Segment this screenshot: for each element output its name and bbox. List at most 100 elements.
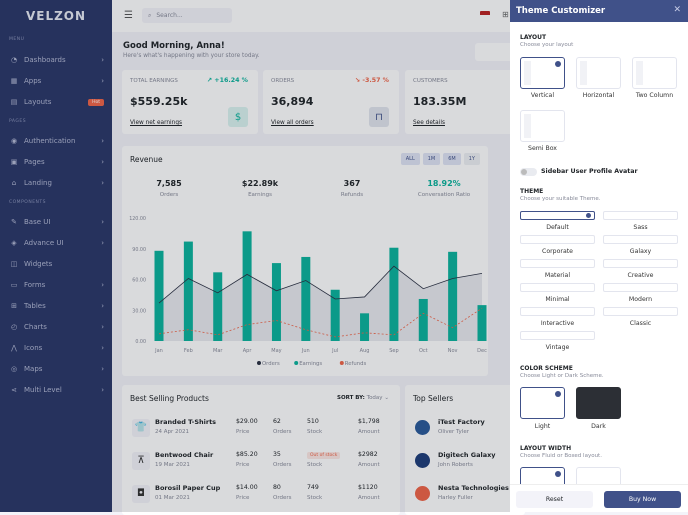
sidebar-item-landing[interactable]: ⌂ Landing › xyxy=(11,179,104,187)
stat-link[interactable]: See details xyxy=(413,120,445,126)
theme-galaxy-option[interactable] xyxy=(603,235,678,244)
sidebar-item-multi-level[interactable]: ⋖ Multi Level › xyxy=(11,386,104,394)
sidebar-item-charts[interactable]: ◴ Charts › xyxy=(10,323,104,331)
layout-width-subtitle: Choose Fluid or Boxed layout. xyxy=(520,453,602,459)
sidebar-item-tables[interactable]: ⊞ Tables › xyxy=(11,302,104,310)
theme-option-label: Creative xyxy=(627,272,654,279)
orders-area xyxy=(159,266,482,341)
us-flag-icon[interactable] xyxy=(480,11,490,19)
seller-row[interactable]: Digitech Galaxy John Roberts xyxy=(413,448,523,476)
hot-badge: Hot xyxy=(88,98,104,106)
dashboard-icon: ◔ xyxy=(10,56,18,64)
product-row[interactable]: ⊼ Bentwood Chair 19 Mar 2021 $85.20 Pric… xyxy=(130,448,395,476)
stat-link[interactable]: View net earnings xyxy=(130,120,183,126)
layout-option-label: Semi Box xyxy=(528,145,557,152)
legend-label: Orders xyxy=(262,361,280,367)
filter-6m-button[interactable]: 6M xyxy=(443,153,461,165)
theme-corporate-option[interactable] xyxy=(520,235,595,244)
chair-icon: ⊼ xyxy=(132,452,150,470)
sidebar-item-forms[interactable]: ▭ Forms › xyxy=(10,281,104,289)
theme-option-label: Interactive xyxy=(540,320,575,327)
layout-semi-box-option[interactable] xyxy=(520,110,565,142)
seller-row[interactable]: Nesta Technologies Harley Fuller xyxy=(413,481,523,509)
scheme-light-label: Light xyxy=(534,423,551,430)
theme-material-option[interactable] xyxy=(520,259,595,268)
layout-width-title: LAYOUT WIDTH xyxy=(520,445,572,452)
layout-subtitle: Choose your layout xyxy=(520,42,574,48)
user-circle-icon: ◉ xyxy=(10,137,18,145)
theme-minimal-option[interactable] xyxy=(520,283,595,292)
reset-button[interactable]: Reset xyxy=(516,491,593,508)
earnings-bar xyxy=(389,247,399,341)
legend-marker xyxy=(257,361,261,365)
filter-1m-button[interactable]: 1M xyxy=(422,153,441,165)
earnings-bar xyxy=(301,256,311,341)
x-tick-label: Apr xyxy=(243,348,253,354)
layout-title: LAYOUT xyxy=(520,34,547,41)
theme-creative-option[interactable] xyxy=(603,259,678,268)
logo: VELZON xyxy=(25,9,87,23)
y-tick-label: 30.00 xyxy=(132,308,146,314)
shopping-bag-icon: ⊓ xyxy=(369,107,389,127)
scheme-dark-option[interactable] xyxy=(576,387,621,419)
apps-icon: ▦ xyxy=(10,77,18,85)
layout-option-label: Horizontal xyxy=(582,92,615,99)
sidebar-item-advance-ui[interactable]: ◈ Advance UI › xyxy=(11,239,104,247)
chevron-right-icon: › xyxy=(101,56,104,64)
stat-link[interactable]: View all orders xyxy=(271,120,314,126)
filter-1y-button[interactable]: 1Y xyxy=(463,153,480,165)
tshirt-icon: 👕 xyxy=(132,419,150,437)
theme-option-label: Default xyxy=(546,224,569,231)
sidebar-item-icons[interactable]: ⋀ Icons › xyxy=(11,344,104,352)
sidebar-item-dashboards[interactable]: ◔ Dashboards › xyxy=(10,56,104,64)
theme-sass-option[interactable] xyxy=(603,211,678,220)
sort-dropdown[interactable]: SORT BY: Today ⌄ xyxy=(337,395,389,401)
sidebar-item-pages[interactable]: ▣ Pages › xyxy=(10,158,104,166)
stat-value: 183.35M xyxy=(413,95,467,108)
layout-two-column-option[interactable] xyxy=(632,57,677,89)
legend-label: Refunds xyxy=(345,361,367,367)
filter-all-button[interactable]: ALL xyxy=(400,153,420,165)
chevron-right-icon: › xyxy=(101,302,104,310)
legend-marker xyxy=(294,361,299,365)
pages-icon: ▣ xyxy=(10,158,18,166)
apps-grid-icon[interactable]: ⊞ xyxy=(502,10,509,19)
product-row[interactable]: 👕 Branded T-Shirts 24 Apr 2021 $29.00 Pr… xyxy=(130,415,395,443)
theme-classic-option[interactable] xyxy=(603,307,678,316)
greeting-subtitle: Here's what's happening with your store … xyxy=(123,53,260,59)
sidebar-item-maps[interactable]: ◎ Maps › xyxy=(10,365,104,373)
earnings-bar xyxy=(330,289,340,341)
date-picker[interactable] xyxy=(475,43,515,61)
scheme-light-option[interactable] xyxy=(520,387,565,419)
search-input[interactable]: ⌕ Search... xyxy=(142,8,232,23)
sidebar-item-base-ui[interactable]: ✎ Base UI › xyxy=(11,218,104,226)
product-row[interactable]: ◘ Borosil Paper Cup 01 Mar 2021 $14.00 P… xyxy=(130,481,395,509)
layout-horizontal-option[interactable] xyxy=(576,57,621,89)
close-icon[interactable]: ✕ xyxy=(673,5,681,15)
customizer-footer: Reset Buy Now xyxy=(510,484,688,512)
check-icon xyxy=(586,213,591,218)
theme-modern-option[interactable] xyxy=(603,283,678,292)
theme-default-option[interactable] xyxy=(520,211,595,220)
hamburger-menu-icon[interactable]: ☰ xyxy=(124,10,133,21)
stat-card: TOTAL EARNINGS ↗ +16.24 % $559.25k View … xyxy=(122,70,258,134)
avatar-toggle[interactable] xyxy=(520,168,537,176)
layout-vertical-option[interactable] xyxy=(520,57,565,89)
summary-value: $22.89k xyxy=(241,179,279,188)
orders-line xyxy=(158,265,483,304)
sidebar-item-apps[interactable]: ▦ Apps › xyxy=(10,77,104,85)
theme-option-label: Corporate xyxy=(542,248,573,255)
theme-option-label: Modern xyxy=(628,296,653,303)
dollar-icon: $ xyxy=(228,107,248,127)
customizer-header: Theme Customizer xyxy=(510,0,688,22)
buy-now-button[interactable]: Buy Now xyxy=(604,491,681,508)
chevron-right-icon: › xyxy=(101,281,104,289)
color-scheme-subtitle: Choose Light or Dark Scheme. xyxy=(520,373,604,379)
sidebar-item-layouts[interactable]: ▤ Layouts Hot xyxy=(10,95,104,109)
sidebar-item-authentication[interactable]: ◉ Authentication › xyxy=(10,137,104,145)
summary-label: Conversation Ratio xyxy=(417,192,471,198)
theme-interactive-option[interactable] xyxy=(520,307,595,316)
sidebar-item-widgets[interactable]: ◫ Widgets xyxy=(10,260,53,268)
seller-row[interactable]: iTest Factory Oliver Tyler xyxy=(413,415,523,443)
theme-vintage-option[interactable] xyxy=(520,331,595,340)
